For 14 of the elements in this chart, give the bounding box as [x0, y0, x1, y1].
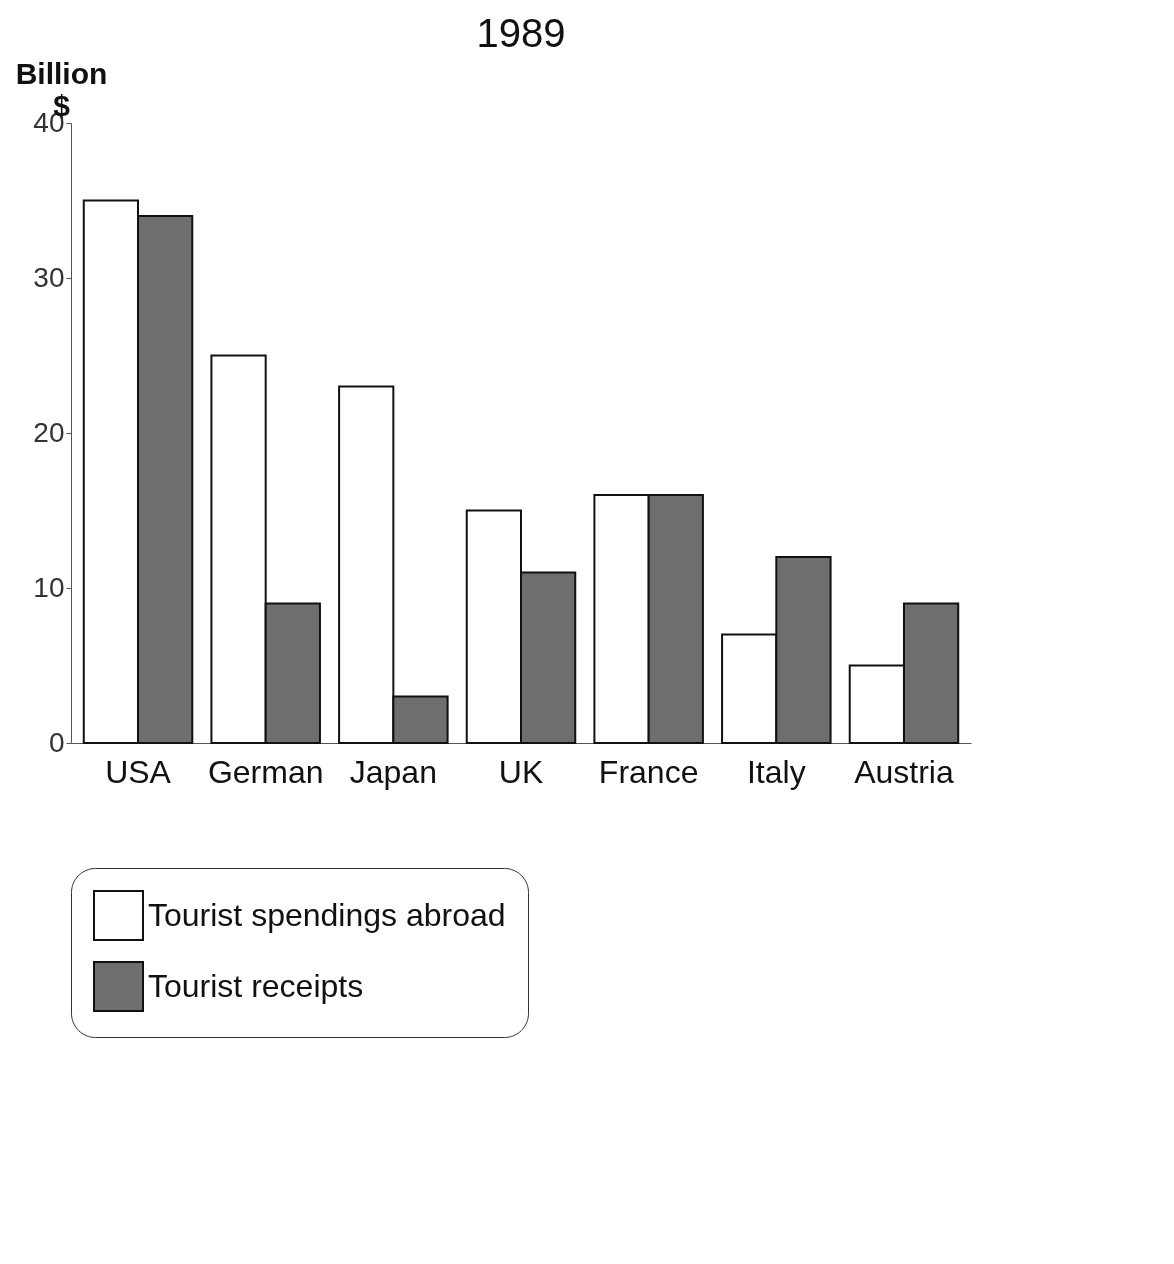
chart-title: 1989: [476, 11, 566, 55]
y-tick-label: 30: [33, 261, 65, 293]
x-tick-label: France: [598, 753, 699, 790]
x-tick-label: Italy: [746, 753, 806, 790]
y-tick-label: 20: [33, 416, 65, 448]
y-tick-label: 0: [48, 726, 65, 758]
x-tick-label: Japan: [349, 753, 437, 790]
x-tick-label: UK: [498, 753, 544, 790]
legend-label: Tourist spendings abroad: [148, 896, 506, 933]
x-tick-label: German: [207, 753, 324, 790]
x-tick-label: Austria: [854, 753, 954, 790]
y-tick-label: 10: [33, 571, 65, 603]
legend-label: Tourist receipts: [148, 967, 364, 1004]
x-tick-label: USA: [105, 753, 172, 790]
